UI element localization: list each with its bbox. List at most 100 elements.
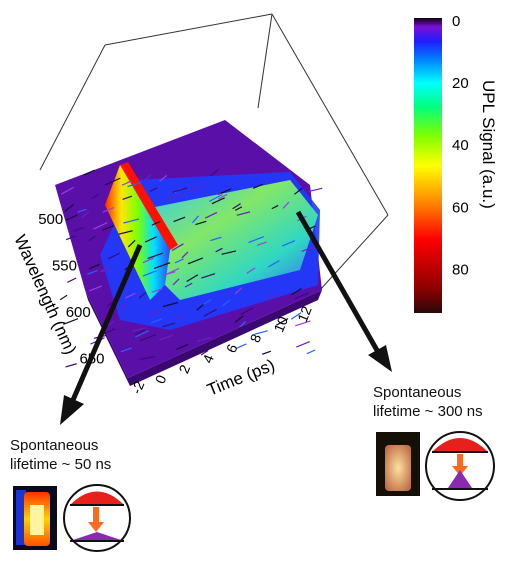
surface-noise-streak — [192, 215, 199, 224]
time-axis-label: Time (ps) — [204, 355, 277, 399]
colorbar-label: UPL Signal (a.u.) — [479, 80, 498, 209]
surface-noise-streak — [132, 327, 146, 332]
annotation-left-line1: Spontaneous — [10, 437, 99, 454]
surface-noise-streak — [83, 169, 95, 176]
surface-noise-streak — [282, 240, 296, 247]
surface-noise-streak — [301, 244, 318, 253]
surface-noise-streak — [171, 243, 184, 251]
surface-noise-streak — [144, 236, 157, 243]
surface-noise-streak — [147, 252, 163, 259]
surface-noise-streak — [293, 187, 303, 195]
colorbar-tick-0: 0 — [452, 13, 460, 30]
surface-noise-streak — [240, 307, 254, 316]
surface-noise-streak — [73, 227, 85, 232]
surface-noise-streak — [162, 271, 176, 276]
surface-noise-streak — [63, 318, 79, 325]
surface-noise-streak — [235, 343, 247, 350]
surface-noise-streak — [294, 292, 309, 300]
surface-noise-streak — [135, 330, 150, 338]
surface-noise-streak — [210, 236, 222, 242]
surface-noise-streak — [181, 251, 189, 259]
surface-noise-streak — [93, 222, 108, 230]
wavelength-axis-label: Wavelength (nm) — [10, 232, 80, 357]
time-tick-6: 10 — [270, 314, 291, 335]
surface-noise-streak — [209, 193, 223, 202]
wavelength-tick-0: 500 — [38, 211, 63, 228]
surface-noise-streak — [246, 267, 256, 274]
surface-noise-streak — [121, 180, 132, 186]
surface-noise-streak — [127, 181, 142, 188]
surface-noise-streak — [135, 329, 146, 335]
surface-noise-streak — [174, 258, 184, 264]
surface-noise-streak — [151, 288, 163, 293]
wavelength-tick-2: 600 — [66, 304, 91, 321]
surface-noise-streak — [153, 262, 171, 269]
colorbar-tick-4: 80 — [452, 261, 469, 278]
surface-noise-streak — [195, 220, 207, 226]
surface-noise-streak — [162, 322, 176, 328]
annotation-left: Spontaneous lifetime ~ 50 ns — [10, 436, 111, 474]
time-tick-1: 0 — [152, 372, 170, 385]
energy-diagram-left — [63, 484, 131, 552]
surface-noise-streak — [232, 203, 241, 210]
surface-noise-streak — [172, 278, 180, 286]
surface-noise-streak — [234, 206, 243, 211]
surface-noise-streak — [118, 230, 133, 235]
surface-noise-streak — [184, 282, 193, 288]
surface-noise-streak — [248, 236, 264, 244]
surface-noise-streak — [104, 177, 121, 186]
time-tick-2: 2 — [175, 362, 193, 375]
surface-noise-streak — [295, 320, 311, 327]
surface-noise-streak — [65, 363, 77, 368]
surface-noise-streak — [210, 168, 220, 177]
vial-photo-right — [376, 432, 420, 496]
time-tick-4: 6 — [223, 342, 241, 355]
arrow-left — [60, 244, 143, 425]
surface-noise-streak — [119, 303, 128, 310]
surface-noise-streak — [201, 273, 216, 279]
surface-noise-streak — [87, 269, 98, 275]
surface-noise-streak — [151, 220, 161, 226]
surface-noise-streak — [107, 252, 121, 260]
colorbar-tick-3: 60 — [452, 199, 469, 216]
surface-noise-streak — [306, 349, 316, 355]
surface-noise-streak — [122, 195, 133, 200]
surface-noise-streak — [200, 349, 209, 356]
surface-plot — [55, 120, 323, 386]
annotation-right-line2: lifetime ~ 300 ns — [373, 403, 483, 420]
annotation-right: Spontaneous lifetime ~ 300 ns — [373, 383, 483, 421]
surface-noise-streak — [89, 285, 102, 292]
surface-noise-streak — [172, 187, 188, 193]
surface-noise-streak — [64, 204, 74, 213]
time-tick-7: 12 — [294, 304, 315, 325]
surface-noise-streak — [142, 257, 155, 264]
surface-noise-streak — [196, 303, 204, 311]
surface-noise-streak — [140, 334, 157, 342]
surface-noise-streak — [127, 239, 136, 248]
surface-noise-streak — [290, 312, 302, 320]
surface-noise-streak — [271, 204, 279, 210]
surface-noise-streak — [162, 302, 178, 308]
colorbar-tick-1: 20 — [452, 75, 469, 92]
surface-noise-streak — [142, 270, 157, 277]
time-tick-0: -2 — [128, 378, 148, 396]
surface-noise-streak — [67, 277, 77, 283]
surface-noise-streak — [186, 274, 199, 283]
surface-noise-streak — [138, 292, 147, 299]
surface-noise-streak — [123, 218, 139, 224]
surface-noise-streak — [102, 225, 114, 231]
surface-noise-streak — [65, 214, 78, 221]
surface-noise-streak — [159, 175, 168, 182]
surface-noise-streak — [187, 257, 204, 265]
wavelength-tick-1: 550 — [52, 257, 77, 274]
surface-noise-streak — [91, 193, 100, 200]
surface-noise-streak — [106, 321, 114, 327]
surface-noise-streak — [61, 186, 74, 195]
surface-noise-streak — [139, 355, 156, 361]
surface-noise-streak — [203, 308, 217, 317]
surface-noise-streak — [120, 347, 132, 353]
surface-noise-streak — [238, 320, 246, 329]
surface-noise-streak — [59, 294, 68, 301]
surface-noise-streak — [77, 208, 87, 213]
